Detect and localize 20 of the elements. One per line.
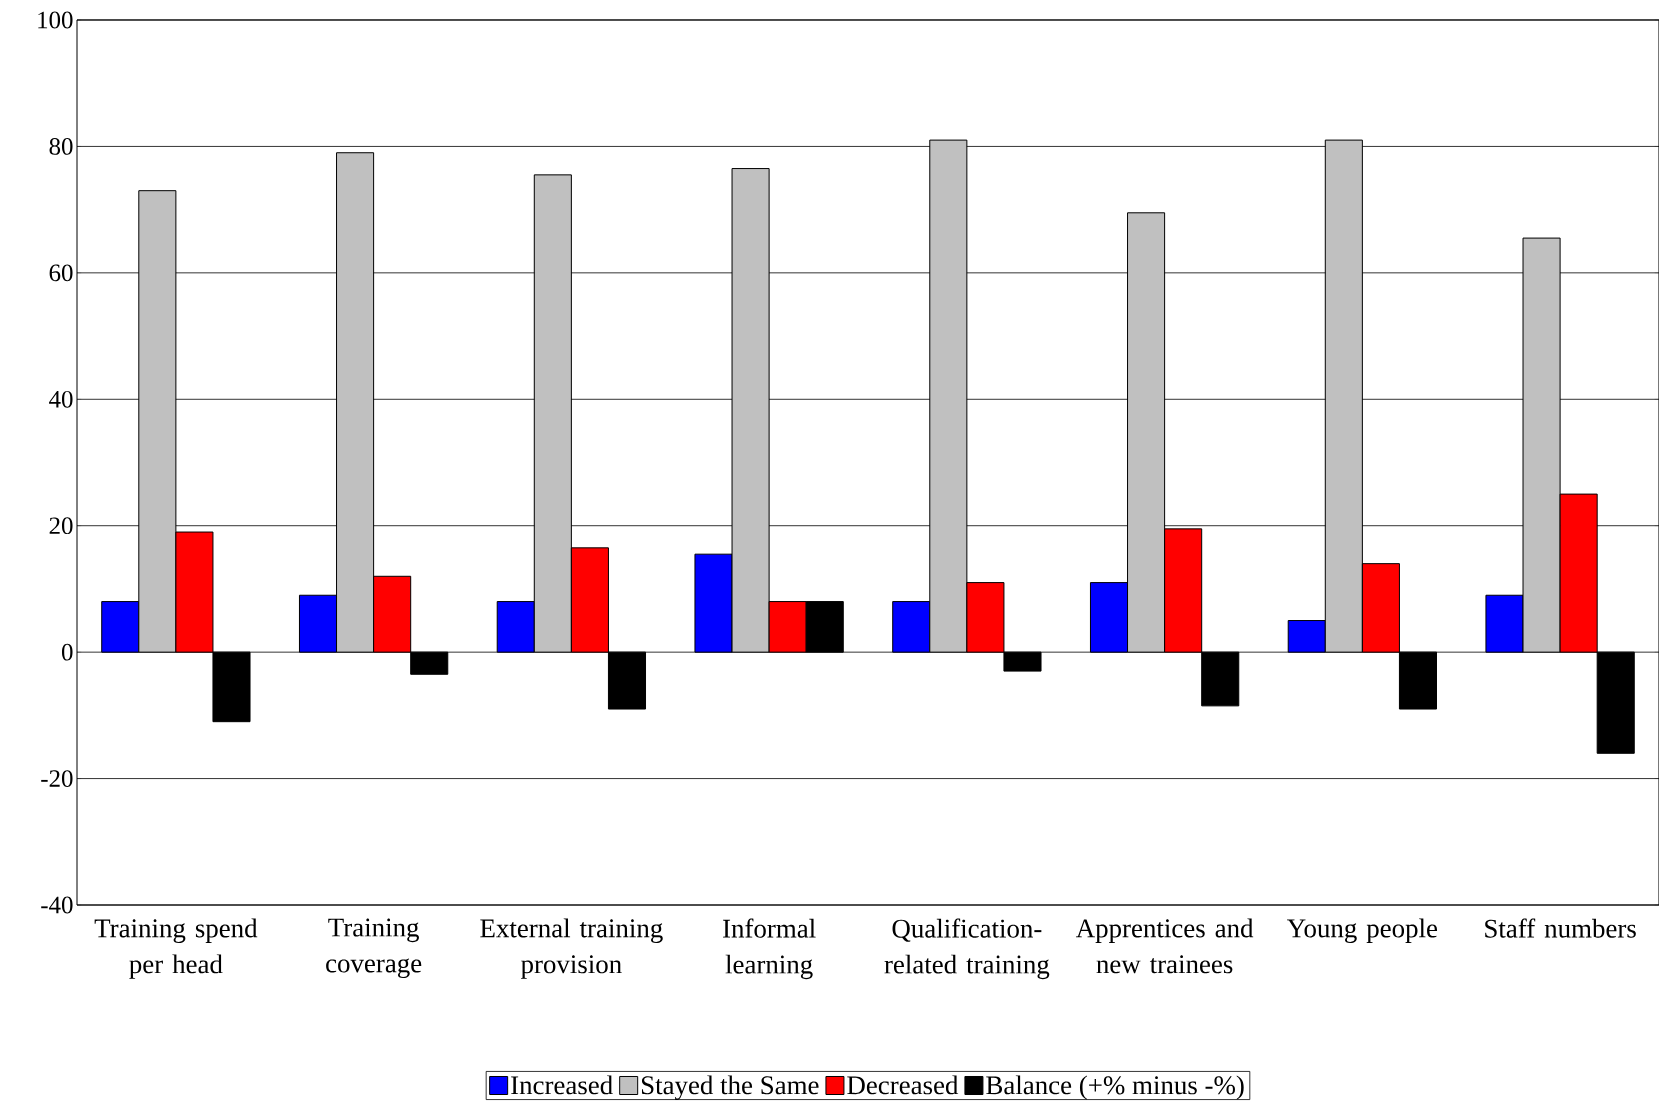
- y-tick-label: 100: [38, 11, 73, 29]
- x-tick-label: Apprentices and new trainees: [1075, 918, 1254, 974]
- y-tick-label: 80: [49, 138, 73, 155]
- x-tick-label: Staff numbers: [1485, 918, 1636, 938]
- x-tick-label: Training spend per head: [94, 918, 258, 979]
- legend-label: Stayed the Same: [641, 1075, 819, 1100]
- y-tick-label: 20: [49, 517, 73, 535]
- x-tick-label: Training coverage: [326, 918, 422, 979]
- legend-label: Balance (+% minus -%): [986, 1075, 1244, 1100]
- y-tick-label: 60: [49, 264, 73, 282]
- x-tick-label: Informal learning: [723, 918, 816, 980]
- y-tick-label: 0: [61, 643, 73, 661]
- legend-label: Decreased: [847, 1075, 959, 1095]
- x-tick-label: External training provision: [480, 918, 663, 979]
- y-tick-label: 40: [49, 390, 73, 408]
- x-tick-label: Qualification-related training: [884, 918, 1050, 980]
- y-tick-label: -20: [41, 770, 73, 787]
- y-tick-label: -40: [41, 896, 73, 914]
- x-tick-label: Young people: [1287, 918, 1438, 943]
- legend-label: Increased: [511, 1075, 613, 1095]
